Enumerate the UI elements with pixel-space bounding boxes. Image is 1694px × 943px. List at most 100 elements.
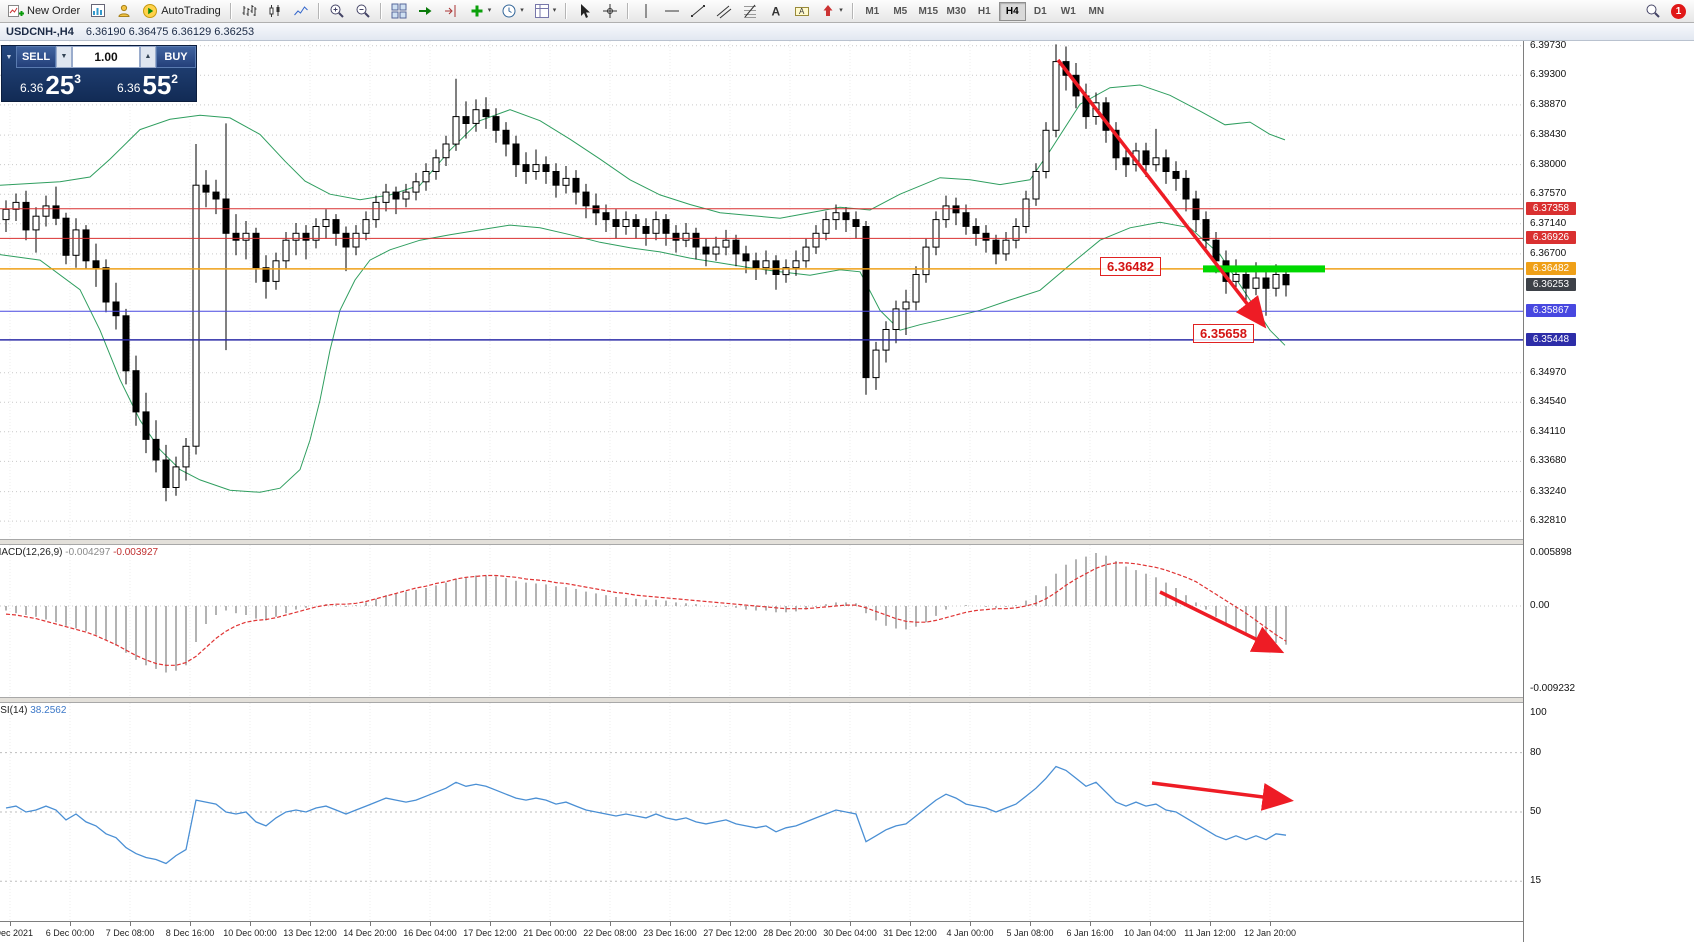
one-click-collapse-icon[interactable]: ▼ [5,53,13,61]
price-axis-label: 6.36700 [1530,248,1567,259]
macd-panel[interactable]: MACD(12,26,9) -0.004297 -0.003927 [0,545,1523,697]
main-chart[interactable]: 6.36482 6.35658 [0,41,1523,539]
search-button[interactable] [1641,2,1665,21]
timeframe-d1[interactable]: D1 [1027,2,1054,21]
time-axis-tick [10,922,11,926]
time-axis-tick [610,922,611,926]
cursor-button[interactable] [572,2,596,21]
price-axis[interactable]: 6.39730 6.39300 6.38870 6.38430 6.38000 6.375… [1523,41,1694,942]
macd-svg [0,545,1523,697]
toolbar-separator [379,3,382,19]
time-axis-label: 3 Dec 2021 [0,928,34,938]
panel-splitter[interactable] [0,697,1523,703]
new-chart-button[interactable] [86,2,110,21]
time-axis[interactable]: 3 Dec 2021 6 Dec 00:00 7 Dec 08:00 8 Dec 16… [0,921,1523,943]
zoom-out-icon [356,4,370,18]
auto-scroll-icon [418,7,432,15]
zoom-in-button[interactable] [325,2,349,21]
autotrading-button[interactable]: AutoTrading [138,2,225,21]
timeframe-group: M1 M5 M15 M30 H1 H4 D1 W1 MN [859,1,1110,21]
candlestick-chart-button[interactable] [263,2,287,21]
time-axis-tick [130,922,131,926]
bar-chart-icon [242,5,257,16]
toolbar-separator [851,3,854,19]
autotrading-icon [143,4,158,18]
trendline-button[interactable] [686,2,710,21]
fibonacci-icon [744,4,757,18]
time-axis-label: 27 Dec 12:00 [703,928,757,938]
svg-text:A: A [772,5,781,19]
line-chart-button[interactable] [289,2,313,21]
indicators-icon [471,5,483,17]
chart-shift-icon [444,5,456,17]
equidistant-channel-button[interactable] [712,2,736,21]
volume-input[interactable] [72,46,140,68]
symbol-title: USDCNH-,H4 [6,25,74,38]
arrows-tool-button[interactable]: ▾ [816,2,847,21]
price-axis-label: 6.33680 [1530,455,1567,466]
profiles-button[interactable] [112,2,136,21]
buy-price-small: 6.36 [117,81,141,95]
auto-scroll-button[interactable] [413,2,437,21]
text-label-button[interactable]: A [790,2,814,21]
rsi-axis-label: 15 [1530,875,1542,886]
timeframe-m1[interactable]: M1 [859,2,886,21]
sell-button[interactable]: SELL [16,46,56,68]
vertical-line-button[interactable] [634,2,658,21]
notification-badge[interactable]: 1 [1671,3,1686,19]
time-axis-label: 8 Dec 16:00 [165,928,215,938]
buy-price-big: 55 [142,70,172,100]
macd-axis-label: -0.009232 [1530,683,1576,694]
time-axis-tick [970,922,971,926]
timeframe-h4[interactable]: H4 [998,1,1026,21]
price-level-annotation-2[interactable]: 6.35658 [1193,324,1254,343]
price-axis-label: 6.37570 [1530,188,1567,199]
time-axis-label: 6 Dec 00:00 [45,928,95,938]
price-axis-badge: 6.36926 [1526,231,1576,244]
panel-splitter[interactable] [0,539,1523,545]
toolbar-separator [229,3,232,19]
price-axis-label: 6.32810 [1530,515,1567,526]
tile-windows-button[interactable] [387,2,411,21]
templates-button[interactable]: ▾ [530,2,561,21]
timeframe-m30[interactable]: M30 [943,2,970,21]
fibonacci-button[interactable] [738,2,762,21]
rsi-panel[interactable]: RSI(14) 38.2562 [0,703,1523,921]
price-level-annotation-1[interactable]: 6.36482 [1100,257,1161,276]
price-axis-label: 6.34110 [1530,426,1566,437]
chart-shift-button[interactable] [439,2,463,21]
periods-button[interactable]: ▾ [497,2,528,21]
horizontal-line-button[interactable] [660,2,684,21]
buy-price[interactable]: 6.36 55 2 [99,68,196,101]
volume-decrease-button[interactable]: ▼ [56,46,72,68]
time-axis-tick [670,922,671,926]
macd-axis-label: 0.005898 [1530,547,1572,558]
text-button[interactable]: A [764,2,788,21]
vertical-line-icon [645,4,647,18]
bar-chart-button[interactable] [237,2,261,21]
time-axis-label: 21 Dec 00:00 [523,928,577,938]
zoom-out-button[interactable] [351,2,375,21]
indicators-button[interactable]: ▾ [465,2,496,21]
timeframe-m15[interactable]: M15 [915,2,942,21]
price-axis-badge: 6.36253 [1526,278,1576,291]
buy-button[interactable]: BUY [156,46,196,68]
toolbar-separator [565,3,568,19]
sell-price[interactable]: 6.36 25 3 [2,68,99,101]
time-axis-tick [490,922,491,926]
crosshair-button[interactable] [598,2,622,21]
timeframe-w1[interactable]: W1 [1055,2,1082,21]
periods-clock-icon [502,4,516,18]
volume-increase-button[interactable]: ▲ [140,46,156,68]
svg-text:A: A [799,7,805,16]
timeframe-h1[interactable]: H1 [971,2,998,21]
new-order-button[interactable]: New Order [4,2,84,21]
time-axis-tick [730,922,731,926]
price-axis-badge: 6.36482 [1526,262,1576,275]
price-axis-label: 6.39300 [1530,69,1567,80]
timeframe-m5[interactable]: M5 [887,2,914,21]
horizontal-line-icon [665,10,680,12]
timeframe-mn[interactable]: MN [1083,2,1110,21]
zoom-in-icon [330,4,344,18]
